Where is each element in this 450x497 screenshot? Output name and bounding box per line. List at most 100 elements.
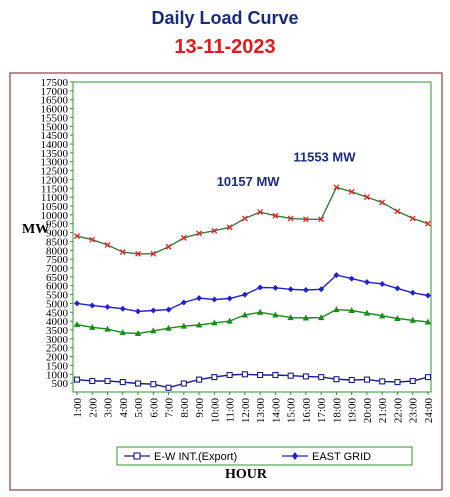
series-1-point [150, 307, 157, 314]
series-0-point [424, 374, 432, 381]
legend-box [116, 446, 413, 466]
legend-swatch-ew-marker [133, 452, 141, 460]
x-tick-label: 24:00 [423, 398, 435, 424]
y-tick-label: 1000 [46, 369, 69, 381]
series-2-point [226, 317, 233, 324]
series-1-point [394, 285, 401, 292]
y-tick-label: 6500 [46, 272, 69, 284]
y-tick-label: 13000 [41, 157, 69, 169]
series-0-point [180, 380, 187, 387]
y-tick-label: 2000 [46, 352, 69, 364]
series-3-point [287, 215, 294, 222]
series-2-point [180, 322, 188, 329]
y-tick-label: 17000 [41, 86, 69, 98]
series-0-point [241, 371, 248, 378]
series-3 [74, 184, 431, 257]
y-tick-label: 10500 [41, 201, 69, 213]
series-2-point [348, 307, 355, 314]
series-1-point [196, 295, 203, 302]
series-3-point [272, 212, 279, 219]
series-3-point [135, 250, 142, 257]
series-2-point [363, 309, 371, 316]
series-0-point [134, 380, 142, 387]
x-tick-label: 1:00 [72, 398, 84, 418]
series-3-point [318, 216, 325, 223]
y-tick-label: 15500 [41, 112, 69, 124]
series-1-point [165, 306, 172, 313]
legend-swatch-east-marker [292, 452, 298, 460]
x-axis-ticks: 1:00 2:00 3:00 4:00 5:00 6:00 7:00 8:00 9:00 10:0… [72, 392, 435, 423]
y-tick-label: 16500 [41, 95, 69, 107]
series-2-point [409, 316, 416, 323]
y-tick-label: 500 [52, 378, 69, 390]
series-0-point [165, 384, 172, 391]
series-2-point [394, 314, 401, 321]
series-1-point [211, 296, 218, 303]
y-tick-label: 3000 [46, 334, 69, 346]
plot-inner-box [72, 81, 432, 393]
y-tick-label: 8500 [46, 236, 69, 248]
series-1 [74, 272, 431, 315]
y-tick-label: 4000 [46, 316, 69, 328]
annotation-layer: 10157 MW 11553 MW [217, 149, 357, 189]
y-tick-label: 13500 [41, 148, 69, 160]
series-1-point [135, 308, 142, 315]
series-1-point [74, 300, 80, 307]
y-tick-label: 5500 [46, 290, 69, 302]
y-tick-label: 15000 [41, 121, 69, 133]
series-0-point [348, 376, 355, 384]
series-1-point [89, 302, 96, 309]
series-2-point [165, 324, 172, 331]
annotation-0: 10157 MW [217, 174, 281, 189]
series-2-point [89, 323, 96, 330]
series-1-point [272, 284, 279, 291]
series-2-point [302, 314, 310, 321]
series-0-point [287, 372, 294, 379]
legend-east-grid: EAST GRID [312, 451, 371, 463]
series-1-point [409, 289, 416, 296]
x-tick-label: 4:00 [118, 398, 130, 418]
series-2-point [150, 327, 157, 334]
x-tick-label: 19:00 [347, 398, 359, 424]
x-tick-label: 21:00 [377, 398, 389, 424]
y-tick-label: 9000 [46, 228, 69, 240]
series-3-point [363, 194, 370, 201]
series-2 [73, 306, 432, 337]
x-tick-label: 12:00 [240, 398, 252, 424]
x-tick-label: 6:00 [148, 398, 160, 418]
y-tick-label: 14000 [41, 139, 69, 151]
series-1-line [76, 274, 429, 313]
y-tick-label: 2500 [46, 343, 69, 355]
series-2-point [241, 311, 249, 318]
series-0-point [89, 377, 96, 385]
y-axis-label: MW [22, 222, 49, 237]
series-2-point [134, 330, 142, 337]
series-3-point [89, 236, 96, 243]
series-0-point [394, 379, 401, 386]
series-0-point [333, 376, 340, 383]
x-tick-label: 9:00 [194, 398, 206, 418]
y-tick-label: 12000 [41, 174, 69, 186]
y-tick-label: 14500 [41, 130, 69, 142]
x-tick-label: 13:00 [255, 398, 267, 424]
y-tick-label: 11000 [41, 192, 69, 204]
y-tick-label: 16000 [41, 104, 69, 116]
series-3-point [74, 233, 80, 240]
series-2-point [272, 311, 279, 318]
series-0-point [119, 379, 126, 386]
series-3-point [165, 243, 172, 250]
x-tick-label: 16:00 [301, 398, 313, 424]
series-0-point [226, 371, 233, 379]
series-3-point [119, 249, 126, 256]
series-1-point [180, 299, 187, 306]
series-3-line [76, 186, 429, 255]
series-3-point [180, 234, 187, 241]
x-tick-label: 3:00 [103, 398, 115, 418]
series-1-point [318, 286, 325, 293]
x-tick-label: 22:00 [392, 398, 404, 424]
series-1-point [104, 303, 111, 310]
series-0-point [104, 377, 111, 385]
plot-area-frame [9, 72, 443, 491]
series-3-point [409, 215, 416, 222]
x-tick-label: 14:00 [270, 398, 282, 424]
